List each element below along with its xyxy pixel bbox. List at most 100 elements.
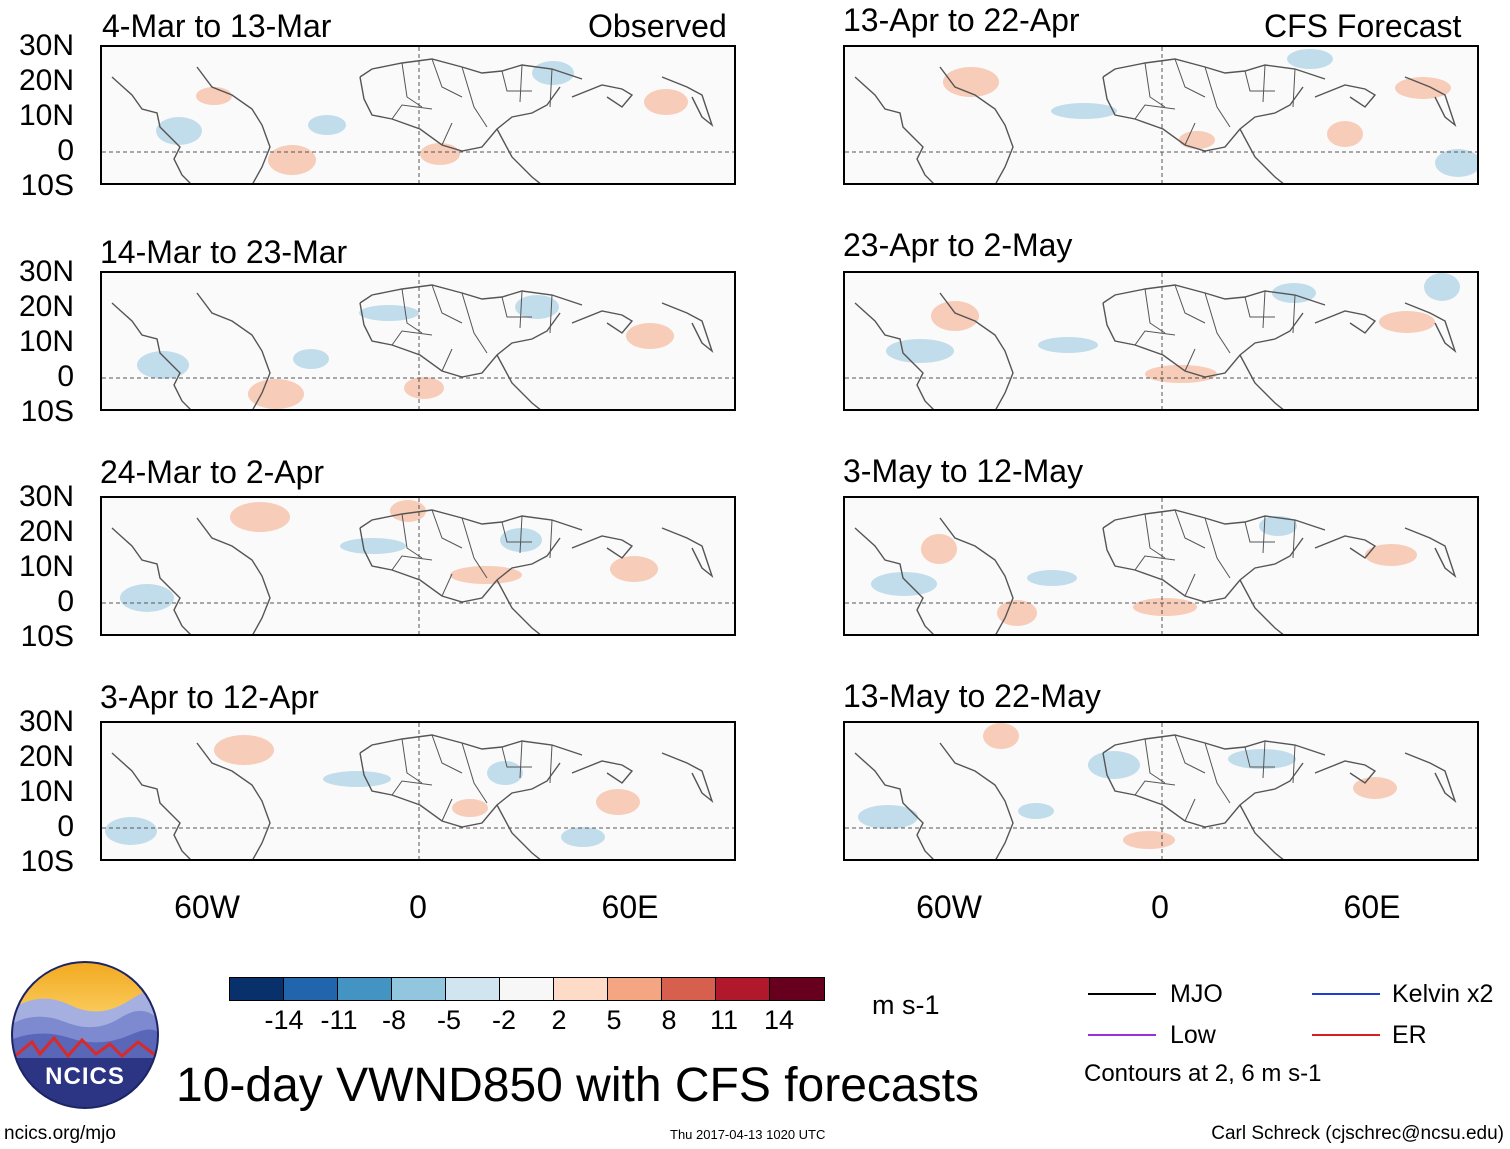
map-panel [843, 45, 1479, 185]
positive-anomaly [420, 143, 460, 165]
lat-label: 0 [57, 360, 74, 393]
coastline [1102, 527, 1304, 603]
coastline [196, 66, 271, 183]
country-border [391, 330, 433, 346]
negative-anomaly [323, 771, 391, 787]
country-border [441, 798, 453, 822]
country-border [549, 294, 553, 334]
lon-label: 0 [1151, 889, 1169, 925]
legend-label-er: ER [1392, 1021, 1427, 1049]
country-border [501, 521, 532, 543]
coastline [1102, 752, 1304, 828]
coastline [1102, 302, 1304, 378]
colorbar-tick-label: -8 [381, 1005, 406, 1035]
coastline [496, 128, 541, 183]
positive-anomaly [644, 89, 688, 115]
coastline [1239, 128, 1284, 183]
country-border [1262, 290, 1266, 329]
panel-title: 13-May to 22-May [843, 678, 1101, 714]
country-border [501, 296, 532, 318]
country-border [1204, 66, 1231, 128]
country-border [1184, 798, 1196, 822]
colorbar-swatch [608, 978, 662, 1000]
negative-anomaly [858, 805, 918, 829]
footer-credit: Carl Schreck (cjschrec@ncsu.edu) [1211, 1123, 1504, 1144]
country-border [1244, 70, 1275, 92]
coastline [661, 752, 714, 804]
country-border [401, 62, 423, 108]
coastline [359, 284, 583, 306]
negative-anomaly [1435, 149, 1477, 177]
negative-anomaly [1424, 273, 1460, 301]
country-border [391, 780, 433, 796]
country-border [391, 104, 433, 120]
footer-timestamp: Thu 2017-04-13 1020 UTC [670, 1127, 826, 1142]
map-svg [102, 723, 734, 859]
map-panel [100, 45, 736, 185]
country-border [501, 70, 532, 92]
coastline [854, 76, 934, 183]
positive-anomaly [1179, 131, 1215, 149]
country-border [1292, 519, 1296, 559]
coastline [854, 527, 934, 634]
panel-tag-forecast: CFS Forecast [1264, 8, 1462, 44]
negative-anomaly [340, 538, 406, 554]
positive-anomaly [450, 566, 522, 584]
colorbar-tick-label: -5 [436, 1005, 461, 1035]
colorbar-tick-label: -11 [320, 1005, 358, 1035]
map-svg [102, 498, 734, 634]
coastline [1404, 752, 1457, 804]
coastline [1404, 527, 1457, 579]
coastline [571, 84, 634, 108]
colorbar-swatch [500, 978, 554, 1000]
legend-line-mjo [1088, 993, 1156, 995]
negative-anomaly [871, 572, 937, 596]
coastline [359, 302, 561, 378]
country-border [1292, 68, 1296, 108]
positive-anomaly [1133, 598, 1197, 616]
positive-anomaly [1123, 831, 1175, 849]
lon-label: 60W [916, 889, 982, 925]
negative-anomaly [487, 761, 523, 785]
positive-anomaly [1353, 777, 1397, 799]
country-border [401, 738, 423, 784]
colorbar-swatch [716, 978, 770, 1000]
coastline [661, 527, 714, 579]
coastline [939, 66, 1014, 183]
negative-anomaly [1038, 337, 1098, 353]
map-svg [102, 273, 734, 409]
coastline [1404, 302, 1457, 354]
negative-anomaly [293, 349, 329, 369]
lat-label: 10S [20, 169, 74, 202]
negative-anomaly [1228, 749, 1296, 769]
positive-anomaly [1327, 121, 1363, 147]
positive-anomaly [596, 789, 640, 815]
negative-anomaly [1259, 516, 1297, 536]
contour-note: Contours at 2, 6 m s-1 [1084, 1060, 1322, 1087]
footer-url[interactable]: ncics.org/mjo [4, 1123, 116, 1144]
coastline [359, 509, 583, 531]
logo-text: NCICS [45, 1063, 125, 1090]
positive-anomaly [248, 379, 304, 409]
panel-title: 3-May to 12-May [843, 453, 1084, 489]
coastline [1239, 579, 1284, 634]
country-border [1262, 64, 1266, 103]
map-panel [100, 271, 736, 411]
country-border [519, 64, 523, 103]
lat-label: 0 [57, 810, 74, 843]
coastline [661, 76, 714, 128]
colorbar-swatch [446, 978, 500, 1000]
coastline [1314, 310, 1377, 334]
coastline [1314, 535, 1377, 559]
positive-anomaly [404, 377, 444, 399]
coastline [571, 760, 634, 784]
positive-anomaly [943, 67, 999, 97]
lat-label: 30N [18, 480, 74, 513]
country-border [441, 573, 453, 597]
country-border [1134, 330, 1176, 346]
coastline [571, 535, 634, 559]
legend-label-mjo: MJO [1170, 980, 1223, 1008]
negative-anomaly [1287, 49, 1333, 69]
colorbar-swatch [338, 978, 392, 1000]
coastline [1102, 76, 1304, 152]
